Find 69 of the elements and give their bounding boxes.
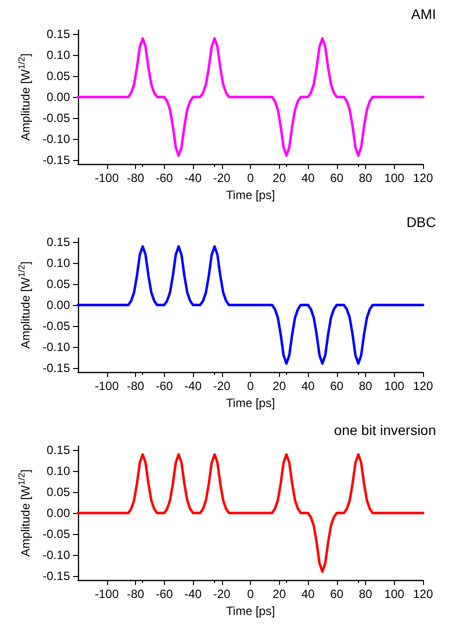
chart-title: AMI	[411, 6, 436, 22]
x-tick-label: -100	[94, 379, 120, 393]
y-tick-label: 0.00	[46, 90, 70, 104]
y-tick-label: 0.10	[46, 464, 70, 478]
x-axis-title: Time [ps]	[226, 188, 275, 202]
x-tick-label: -60	[156, 379, 174, 393]
x-tick-label: -60	[156, 171, 174, 185]
y-tick-label: 0.15	[46, 443, 70, 458]
x-tick-label: 60	[330, 587, 344, 601]
y-tick-label: 0.05	[46, 485, 70, 500]
x-tick-label: -20	[213, 171, 231, 185]
y-tick-label: -0.10	[42, 548, 70, 562]
x-tick-label: 80	[358, 587, 372, 601]
y-tick-label: 0.00	[46, 298, 70, 312]
chart-title: one bit inversion	[334, 422, 436, 438]
x-tick-label: -20	[213, 379, 231, 393]
chart-title: DBC	[406, 214, 436, 230]
x-axis-title: Time [ps]	[226, 396, 275, 410]
x-tick-label: 120	[412, 171, 434, 185]
y-axis-title: Amplitude [W1/2]	[16, 469, 32, 557]
y-tick-label: -0.10	[42, 132, 70, 146]
x-tick-label: -80	[126, 587, 144, 601]
y-tick-label: 0.15	[46, 27, 70, 42]
x-tick-label: 40	[301, 587, 315, 601]
x-tick-label: 120	[412, 587, 434, 601]
y-axis-title: Amplitude [W1/2]	[16, 261, 32, 349]
x-tick-label: 80	[358, 379, 372, 393]
line-series	[76, 37, 424, 157]
line-series	[76, 453, 424, 573]
x-tick-label: 100	[384, 379, 405, 393]
x-tick-label: 0	[247, 587, 254, 601]
x-tick-label: 20	[272, 379, 286, 393]
y-tick-label: -0.10	[42, 340, 70, 354]
x-tick-label: -100	[94, 171, 120, 185]
y-axis-title: Amplitude [W1/2]	[16, 53, 32, 141]
y-tick-label: 0.15	[46, 235, 70, 250]
y-tick-label: -0.15	[42, 152, 70, 167]
x-tick-label: -100	[94, 587, 120, 601]
x-tick-label: 20	[272, 171, 286, 185]
y-tick-label: 0.05	[46, 69, 70, 84]
x-axis-title: Time [ps]	[226, 604, 275, 618]
y-tick-label: 0.05	[46, 277, 70, 292]
x-tick-label: 120	[412, 379, 434, 393]
x-tick-label: 20	[272, 587, 286, 601]
x-tick-label: 60	[330, 379, 344, 393]
x-tick-label: -40	[184, 587, 202, 601]
x-tick-label: 40	[301, 171, 315, 185]
x-tick-label: 60	[330, 171, 344, 185]
x-tick-label: 100	[384, 587, 405, 601]
x-tick-label: -20	[213, 587, 231, 601]
line-series	[76, 245, 424, 365]
x-tick-label: -80	[126, 379, 144, 393]
y-tick-label: -0.15	[42, 360, 70, 375]
x-tick-label: -60	[156, 587, 174, 601]
x-tick-label: -40	[184, 379, 202, 393]
y-tick-label: 0.10	[46, 48, 70, 62]
y-tick-label: -0.05	[42, 526, 70, 541]
x-tick-label: 80	[358, 171, 372, 185]
x-tick-label: 0	[247, 379, 254, 393]
x-tick-label: 40	[301, 379, 315, 393]
x-tick-label: 100	[384, 171, 405, 185]
x-tick-label: 0	[247, 171, 254, 185]
y-tick-label: 0.10	[46, 256, 70, 270]
x-tick-label: -40	[184, 171, 202, 185]
y-tick-label: -0.15	[42, 568, 70, 583]
y-tick-label: -0.05	[42, 318, 70, 333]
y-tick-label: 0.00	[46, 506, 70, 520]
x-tick-label: -80	[126, 171, 144, 185]
y-tick-label: -0.05	[42, 110, 70, 125]
